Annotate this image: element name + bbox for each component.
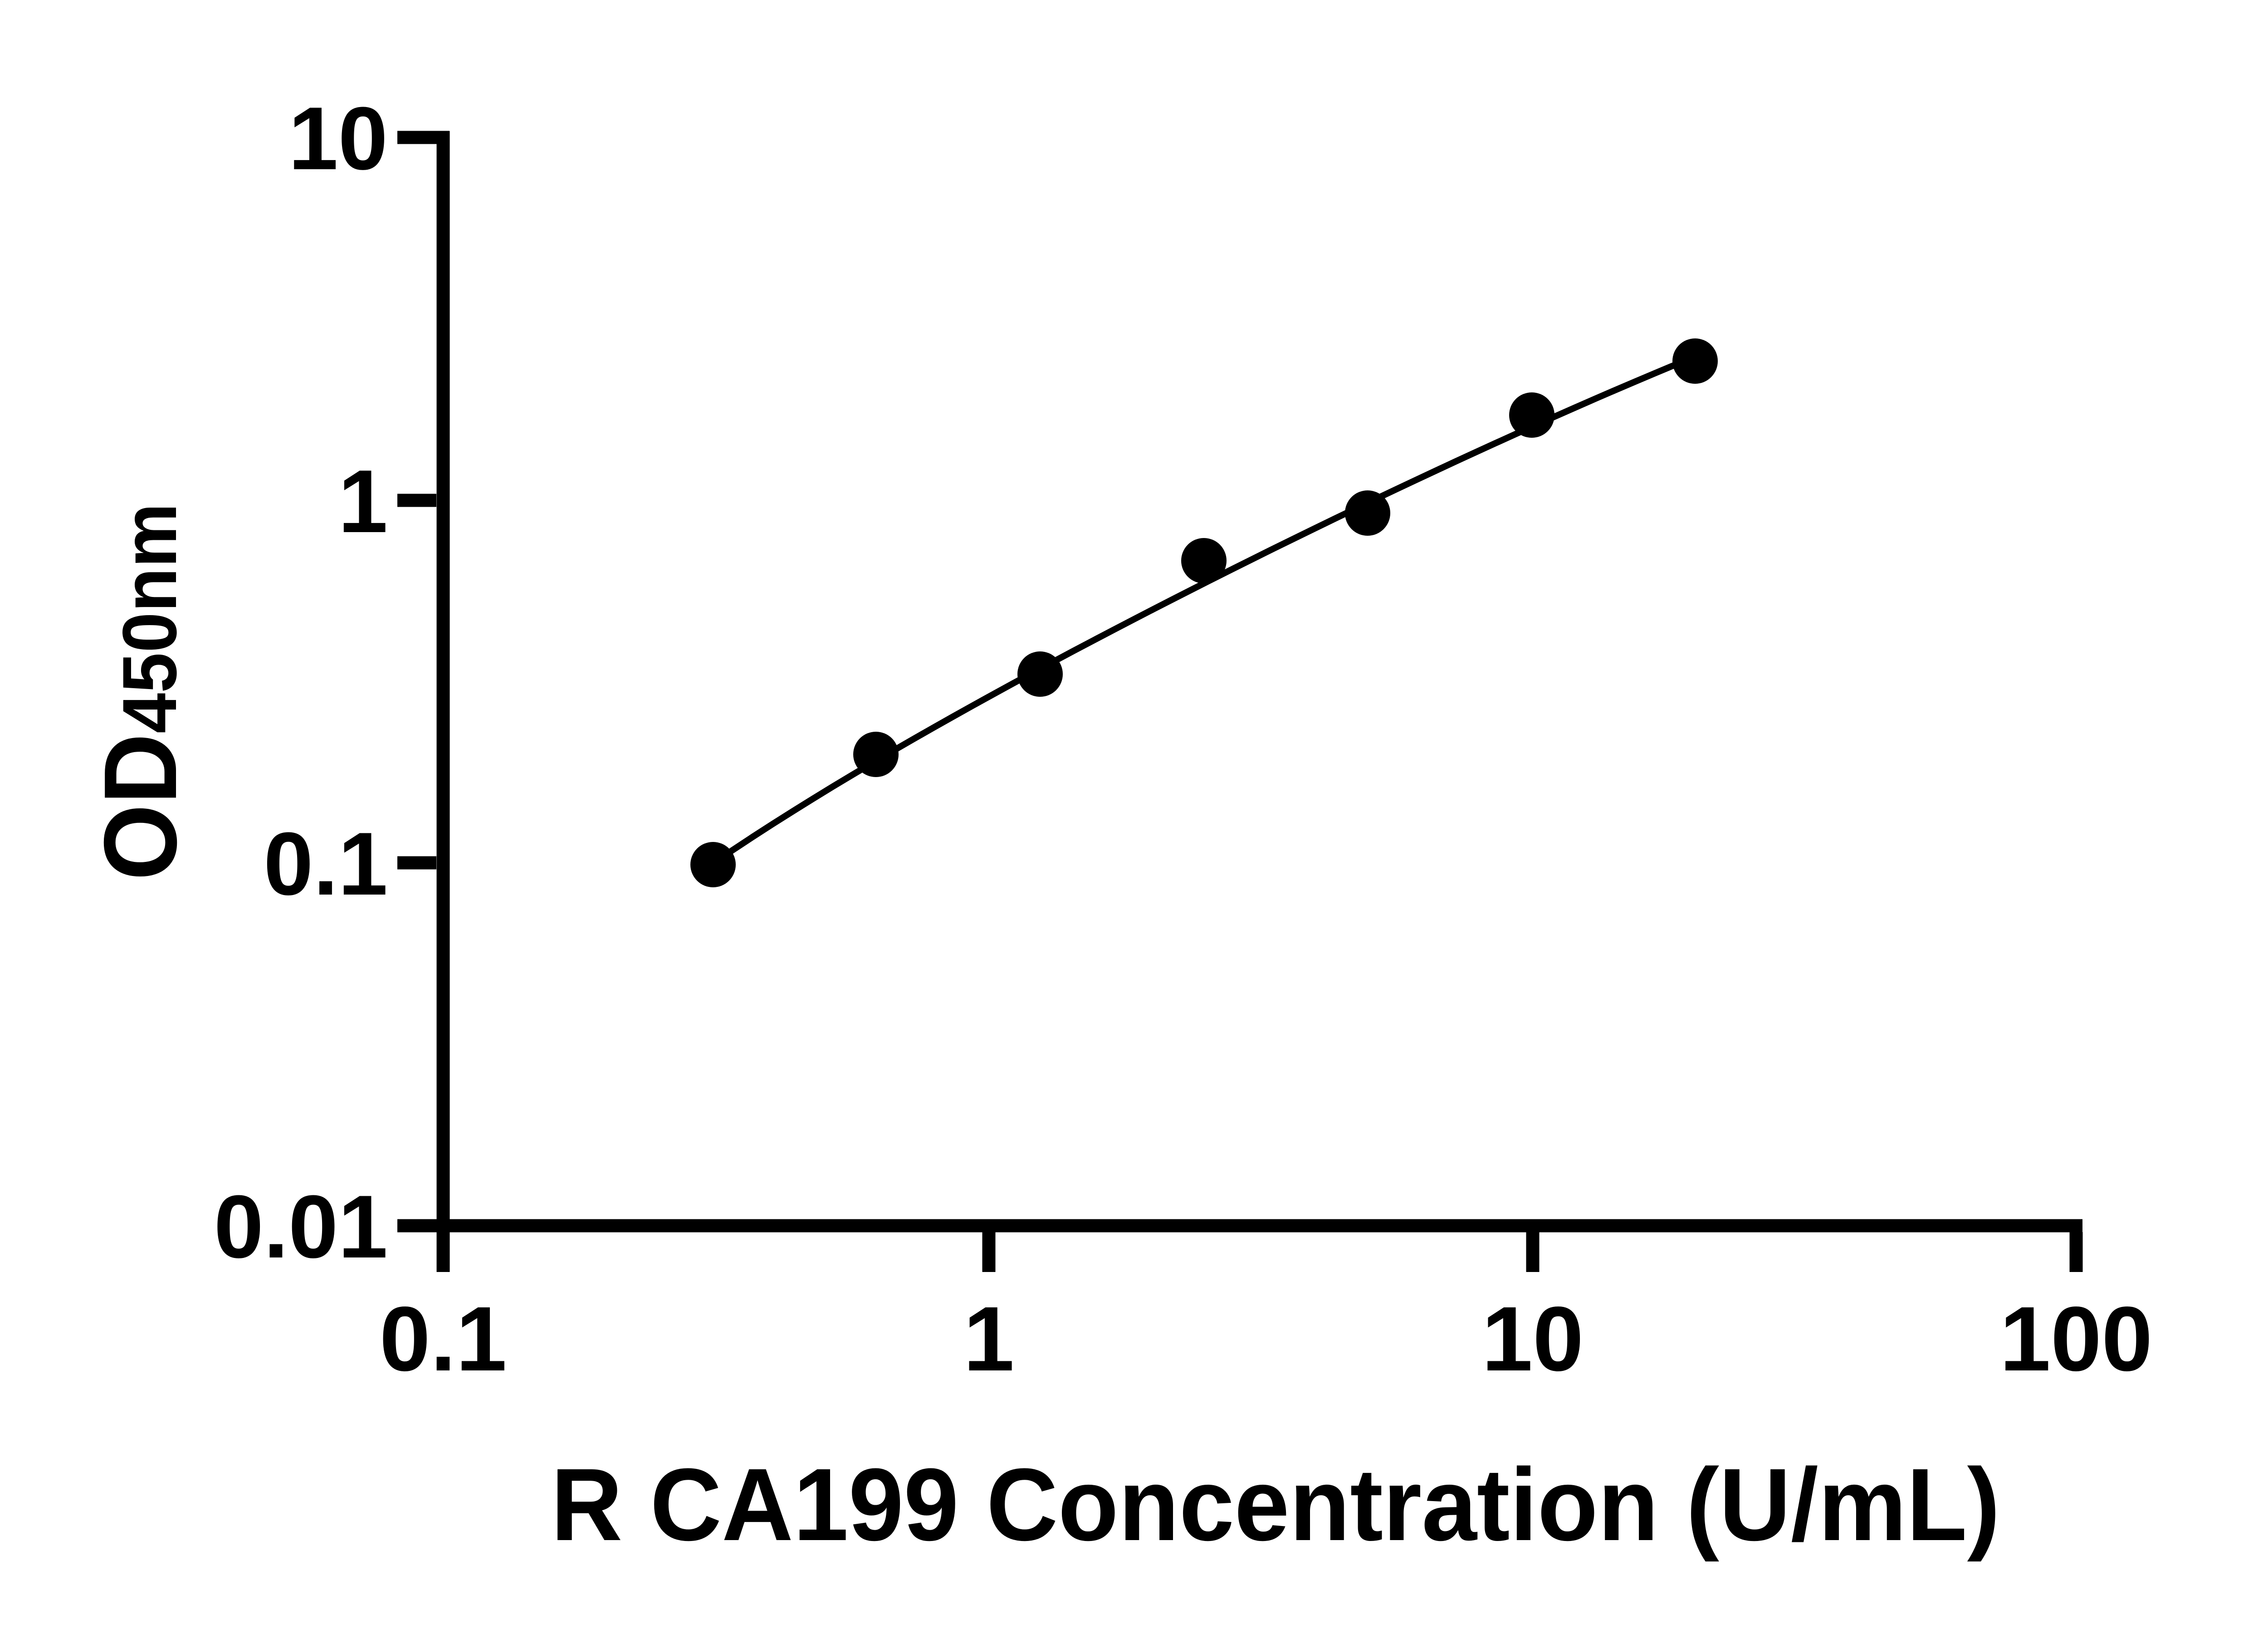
svg-text:100: 100 (1999, 1287, 2152, 1390)
svg-text:1: 1 (963, 1287, 1014, 1390)
svg-text:0.1: 0.1 (380, 1287, 507, 1390)
svg-text:0.01: 0.01 (214, 1177, 388, 1277)
svg-text:0.1: 0.1 (264, 814, 388, 914)
svg-text:R CA199 Concentration (U/mL): R CA199 Concentration (U/mL) (551, 1448, 2000, 1562)
svg-text:10: 10 (288, 88, 388, 188)
svg-text:1: 1 (338, 451, 388, 551)
svg-text:10: 10 (1482, 1287, 1584, 1390)
